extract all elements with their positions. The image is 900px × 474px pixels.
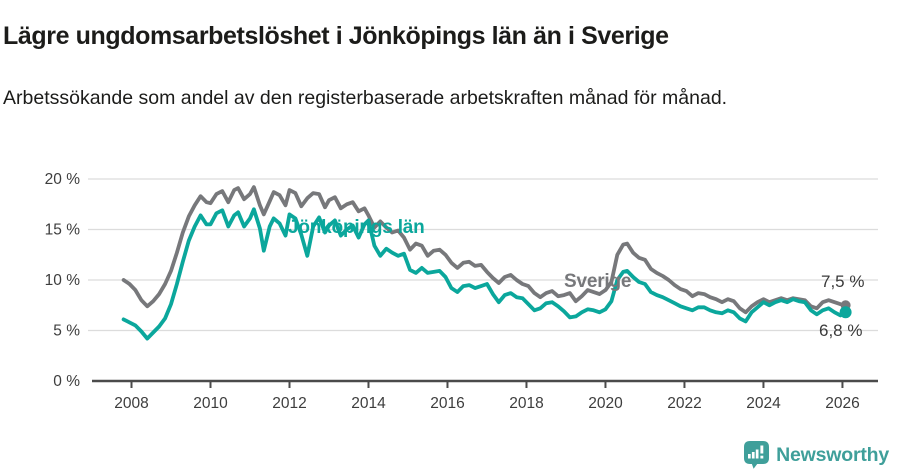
series-line-sverige xyxy=(121,185,848,315)
x-axis-tick-label: 2022 xyxy=(667,395,701,412)
y-axis-tick-label: 0 % xyxy=(53,373,80,390)
brand-footer: Newsworthy xyxy=(744,441,889,469)
series-label-sverige: Sverige xyxy=(564,271,632,292)
y-axis-tick-label: 10 % xyxy=(45,272,81,289)
x-axis-tick-label: 2024 xyxy=(746,395,781,412)
x-axis-tick-label: 2012 xyxy=(272,395,306,412)
series-label-jonkopings-lan: Jönköpings län xyxy=(288,217,425,238)
series-line-jonkopings-lan xyxy=(121,207,848,341)
y-axis-tick-label: 5 % xyxy=(53,323,80,340)
newsworthy-logo-icon xyxy=(744,441,770,469)
page-title: Lägre ungdomsarbetslöshet i Jönköpings l… xyxy=(3,21,669,50)
x-axis-tick-label: 2026 xyxy=(825,395,859,412)
newsworthy-brand-name: Newsworthy xyxy=(776,443,889,466)
x-axis-tick-label: 2016 xyxy=(430,395,464,412)
x-axis-tick-label: 2014 xyxy=(351,395,386,412)
end-dot-jonkopings-lan xyxy=(839,306,852,319)
y-axis-tick-label: 20 % xyxy=(45,171,81,188)
x-axis-tick-label: 2010 xyxy=(193,395,228,412)
x-axis-tick-label: 2018 xyxy=(509,395,543,412)
y-axis-tick-label: 15 % xyxy=(45,222,81,239)
chart-subtitle: Arbetssökande som andel av den registerb… xyxy=(3,86,728,109)
end-value-label-jonkopings-lan: 6,8 % xyxy=(819,321,863,340)
x-axis-tick-label: 2020 xyxy=(588,395,623,412)
end-value-label-sverige: 7,5 % xyxy=(821,272,865,291)
x-axis-tick-label: 2008 xyxy=(114,395,148,412)
